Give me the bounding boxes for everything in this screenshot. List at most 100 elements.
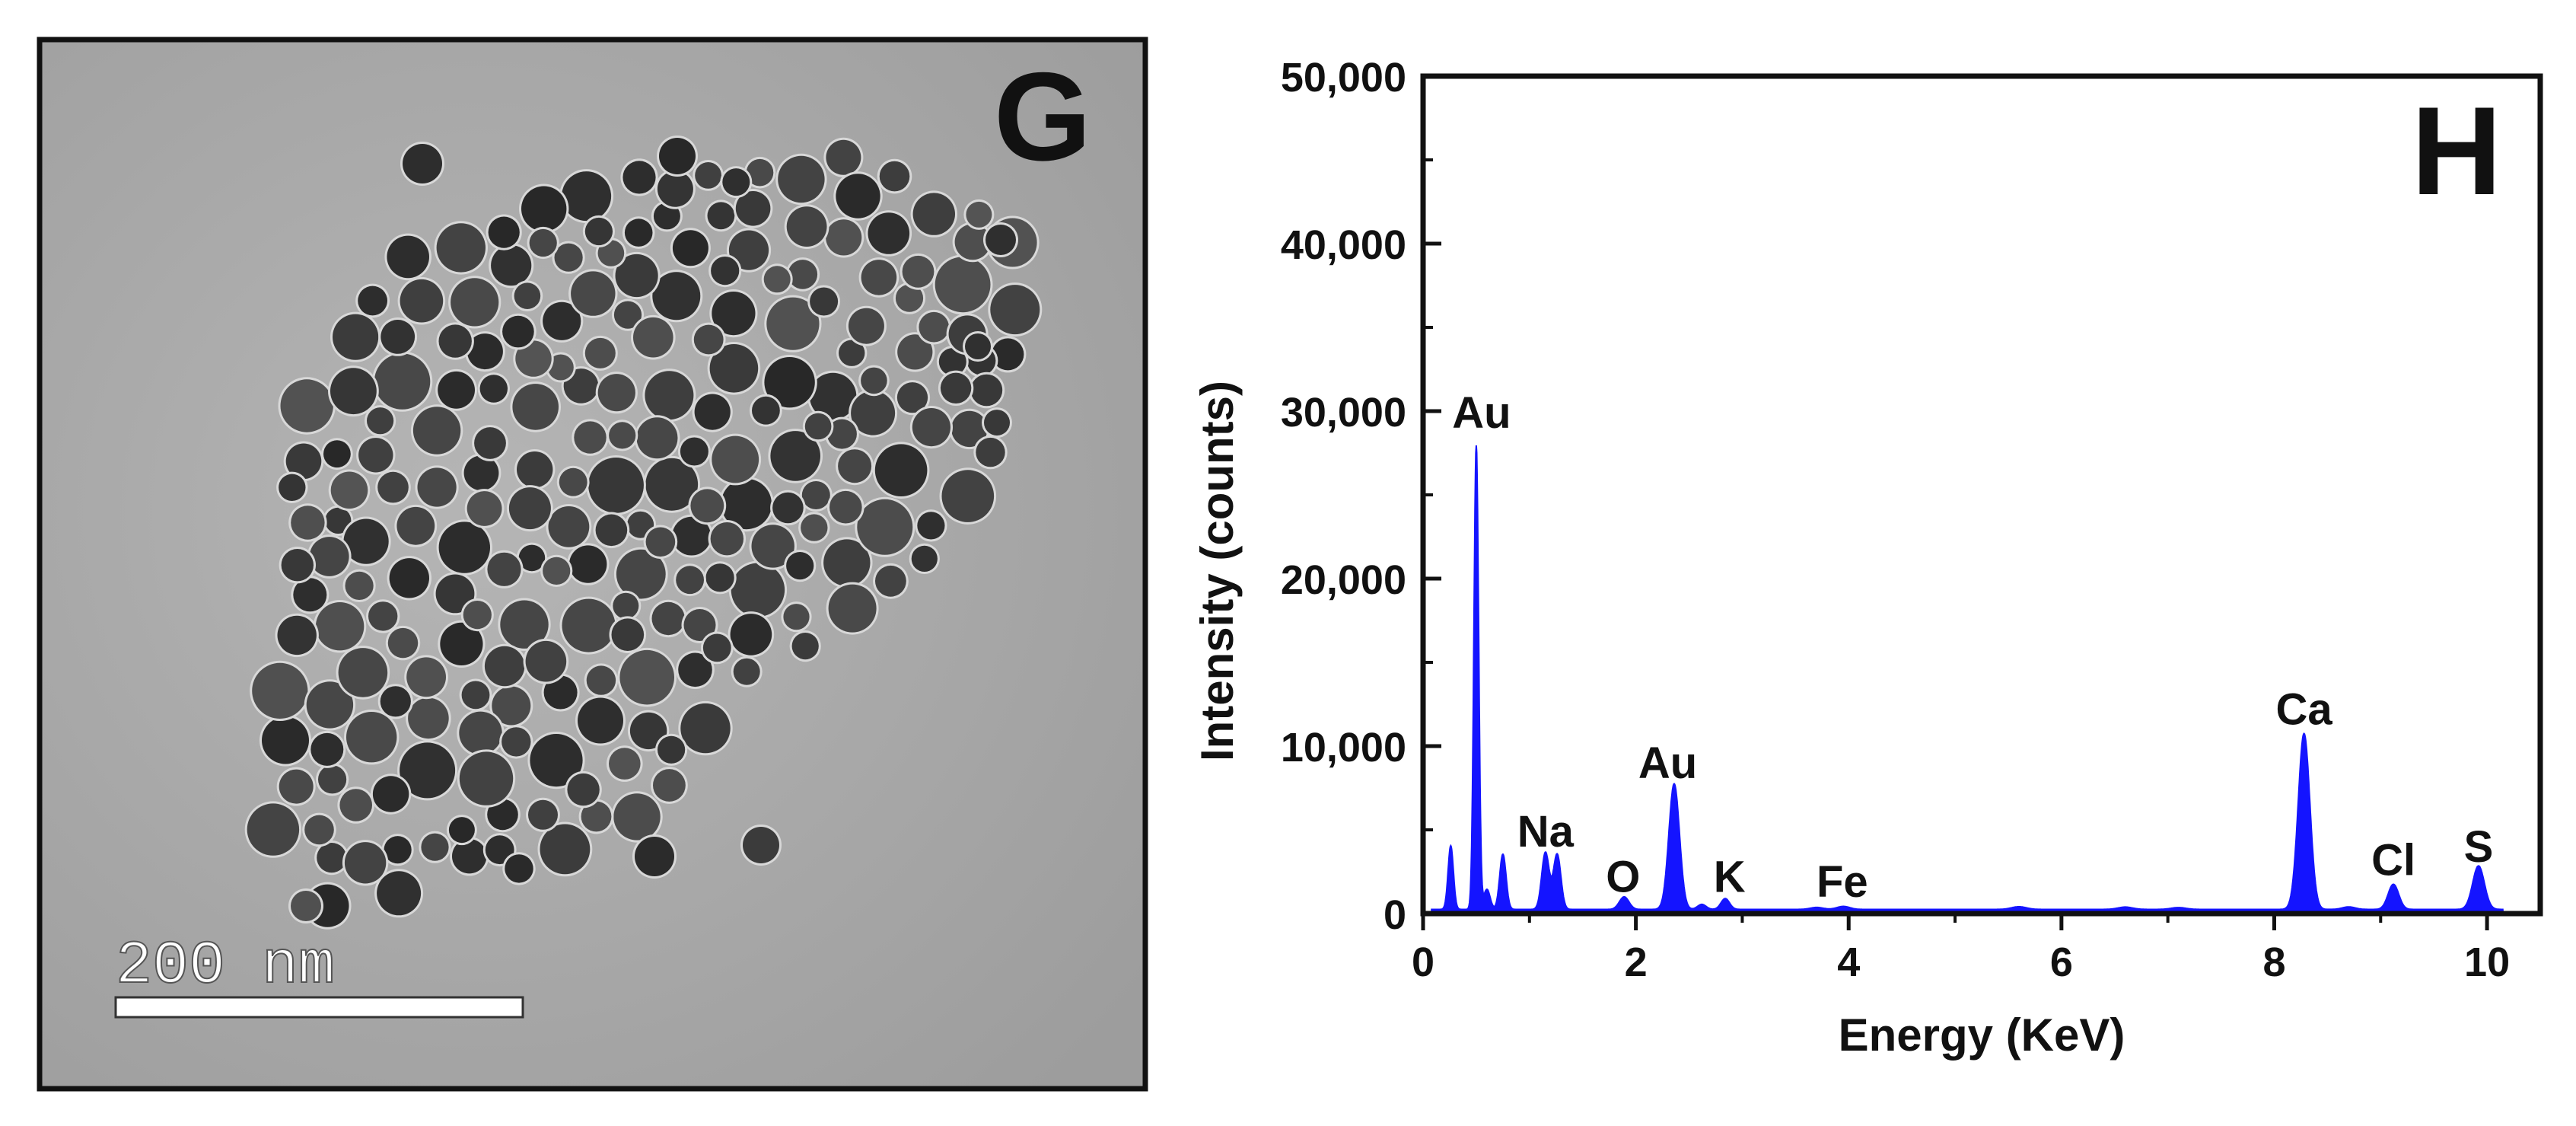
tem-micrograph-panel: G 200 nm: [37, 37, 1148, 1092]
nanoparticle: [705, 563, 734, 592]
nanoparticle: [438, 324, 472, 358]
nanoparticle: [492, 686, 531, 726]
nanoparticle: [680, 437, 708, 466]
nanoparticle: [836, 174, 880, 219]
nanoparticle: [367, 407, 394, 435]
nanoparticle: [733, 658, 760, 685]
nanoparticle: [505, 854, 533, 883]
nanoparticle: [743, 827, 779, 863]
nanoparticle: [389, 558, 429, 598]
nanoparticle: [986, 225, 1016, 255]
nanoparticle: [448, 817, 475, 844]
nanoparticle: [485, 835, 514, 865]
nanoparticle: [810, 287, 839, 316]
nanoparticle: [512, 384, 559, 430]
nanoparticle: [508, 487, 551, 530]
nanoparticle: [574, 421, 607, 454]
nanoparticle: [451, 278, 499, 327]
nanoparticle: [897, 334, 933, 370]
nanoparticle: [693, 324, 724, 355]
nanoparticle: [609, 422, 636, 449]
nanoparticle: [829, 490, 862, 524]
nanoparticle: [466, 491, 502, 526]
nanoparticle: [788, 260, 818, 289]
nanoparticle: [710, 522, 744, 556]
panel-label-h: H: [2411, 81, 2501, 221]
nanoparticle: [262, 716, 309, 764]
nanoparticle: [752, 396, 780, 425]
nanoparticle: [344, 842, 387, 884]
nanoparticle: [731, 563, 785, 617]
nanoparticle: [623, 161, 656, 194]
nanoparticle: [976, 437, 1005, 467]
nanoparticle: [588, 458, 644, 513]
nanoparticle: [861, 367, 887, 394]
nanoparticle: [672, 230, 708, 266]
nanoparticle: [635, 837, 674, 876]
nanoparticle: [728, 230, 769, 270]
nanoparticle: [515, 340, 552, 377]
nanoparticle: [338, 648, 388, 697]
nanoparticle: [358, 285, 387, 316]
tem-image-frame: [37, 37, 1148, 1092]
nanoparticle: [466, 333, 503, 370]
nanoparticle: [791, 633, 819, 660]
nanoparticle: [636, 417, 678, 459]
nanoparticle: [879, 161, 910, 192]
x-tick-label: 4: [1837, 939, 1860, 985]
nanoparticle: [291, 506, 325, 540]
peak-label: S: [2464, 822, 2494, 872]
x-tick-label: 6: [2050, 939, 2073, 985]
nanoparticle: [772, 492, 804, 524]
nanoparticle: [514, 282, 541, 310]
nanoparticle: [651, 601, 685, 636]
nanoparticle: [484, 646, 525, 687]
nanoparticle: [804, 413, 832, 440]
nanoparticle: [861, 260, 897, 295]
y-tick-label: 30,000: [1281, 390, 1406, 435]
peak-label: O: [1606, 852, 1640, 901]
nanoparticle: [919, 311, 949, 343]
nanoparticle: [659, 138, 696, 174]
nanoparticle: [619, 649, 674, 705]
nanoparticle: [438, 371, 475, 409]
nanoparticle: [387, 627, 419, 659]
y-tick-label: 0: [1384, 892, 1406, 938]
x-tick-label: 8: [2262, 939, 2285, 985]
nanoparticle: [452, 839, 487, 874]
nanoparticle: [459, 711, 502, 754]
nanoparticle: [763, 266, 791, 293]
nanoparticle: [609, 748, 641, 780]
nanoparticle: [990, 285, 1040, 335]
nanoparticle: [826, 219, 862, 256]
nanoparticle: [374, 353, 431, 410]
nanoparticle: [567, 773, 600, 806]
y-tick-label: 50,000: [1281, 55, 1406, 100]
y-tick-label: 20,000: [1281, 557, 1406, 603]
nanoparticle: [954, 224, 991, 260]
nanoparticle: [438, 522, 490, 573]
nanoparticle: [330, 471, 368, 509]
nanoparticle: [310, 732, 344, 766]
nanoparticle: [333, 314, 379, 360]
nanoparticle: [912, 408, 950, 447]
nanoparticle: [412, 407, 461, 455]
nanoparticle: [563, 368, 599, 404]
nanoparticle: [403, 144, 442, 183]
nanoparticle: [461, 681, 490, 710]
nanoparticle: [530, 734, 583, 787]
nanoparticle: [500, 600, 549, 649]
nanoparticle: [935, 257, 991, 313]
nanoparticle: [380, 686, 411, 717]
nanoparticle: [578, 697, 623, 744]
nanoparticle: [285, 443, 322, 480]
nanoparticle: [525, 640, 567, 682]
nanoparticle: [279, 769, 314, 804]
nanoparticle: [711, 257, 740, 285]
nanoparticle: [828, 584, 877, 633]
nanoparticle: [304, 815, 334, 845]
peak-label: Na: [1517, 807, 1575, 856]
nanoparticle: [629, 712, 667, 750]
nanoparticle: [396, 506, 435, 545]
nanoparticle: [857, 499, 913, 555]
